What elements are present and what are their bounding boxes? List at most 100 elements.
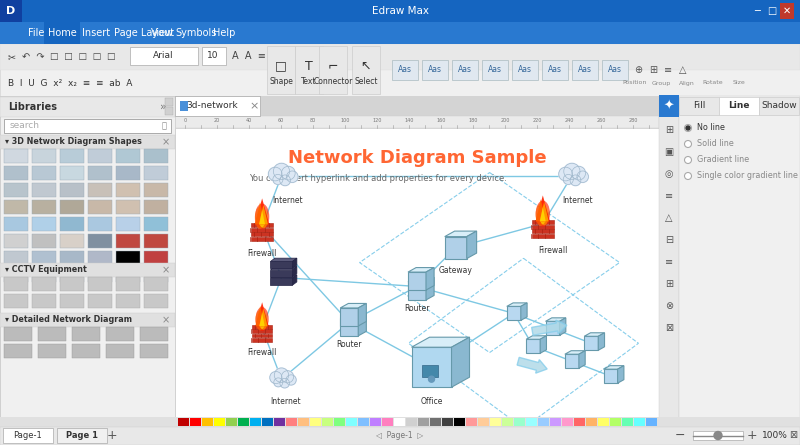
- Bar: [532, 234, 554, 238]
- Bar: [4, 119, 171, 133]
- Text: Aas: Aas: [398, 65, 412, 74]
- Circle shape: [280, 378, 290, 388]
- Bar: [38, 344, 66, 358]
- Bar: [57, 428, 107, 443]
- Polygon shape: [598, 333, 605, 350]
- Text: »: »: [160, 102, 166, 112]
- Bar: [32, 277, 56, 291]
- Text: Internet: Internet: [272, 196, 302, 205]
- Bar: [659, 96, 679, 427]
- Bar: [32, 166, 56, 180]
- Bar: [512, 60, 538, 80]
- Text: ⊠: ⊠: [665, 323, 673, 333]
- Bar: [252, 334, 272, 337]
- Text: □  □  □  □  □: □ □ □ □ □: [50, 53, 115, 61]
- Bar: [4, 200, 28, 214]
- Polygon shape: [358, 303, 366, 326]
- Bar: [32, 234, 56, 248]
- Polygon shape: [293, 258, 297, 268]
- Bar: [175, 116, 659, 128]
- Bar: [0, 263, 175, 277]
- Polygon shape: [340, 318, 358, 336]
- Text: □: □: [767, 6, 777, 16]
- Polygon shape: [293, 275, 297, 285]
- Circle shape: [286, 375, 296, 385]
- FancyArrow shape: [532, 320, 567, 335]
- Text: Edraw Max: Edraw Max: [371, 6, 429, 16]
- Bar: [178, 131, 662, 430]
- Bar: [130, 47, 198, 65]
- Bar: [88, 149, 112, 163]
- Bar: [270, 278, 293, 285]
- Text: ⊠: ⊠: [789, 430, 797, 441]
- Text: Position: Position: [623, 81, 647, 85]
- Bar: [251, 228, 273, 232]
- Text: Router: Router: [337, 340, 362, 349]
- Text: Libraries: Libraries: [8, 102, 57, 112]
- Text: Size: Size: [733, 81, 746, 85]
- Bar: [532, 220, 554, 224]
- Bar: [572, 60, 598, 80]
- Circle shape: [685, 125, 691, 132]
- Text: ▣: ▣: [664, 147, 674, 157]
- Text: Fill: Fill: [693, 101, 705, 110]
- Bar: [4, 277, 28, 291]
- Circle shape: [274, 368, 289, 382]
- Bar: [140, 327, 168, 341]
- Bar: [178, 418, 189, 426]
- Polygon shape: [546, 318, 566, 321]
- Bar: [116, 268, 140, 282]
- Text: Help: Help: [213, 28, 235, 38]
- Bar: [659, 95, 679, 117]
- Bar: [602, 60, 628, 80]
- Bar: [32, 149, 56, 163]
- Bar: [60, 217, 84, 231]
- Bar: [310, 418, 321, 426]
- Circle shape: [572, 166, 586, 180]
- Bar: [452, 60, 478, 80]
- Text: Gateway: Gateway: [438, 266, 473, 275]
- Bar: [679, 96, 800, 427]
- Bar: [346, 418, 357, 426]
- Bar: [0, 44, 800, 96]
- Text: △: △: [679, 65, 686, 75]
- Text: Internet: Internet: [562, 196, 593, 205]
- Text: Aas: Aas: [428, 65, 442, 74]
- Text: ×: ×: [250, 101, 258, 111]
- Bar: [88, 268, 112, 282]
- Bar: [352, 46, 380, 94]
- Polygon shape: [535, 199, 546, 222]
- Bar: [38, 327, 66, 341]
- Bar: [430, 418, 441, 426]
- Polygon shape: [255, 198, 270, 224]
- Bar: [72, 344, 100, 358]
- Bar: [0, 417, 800, 427]
- Polygon shape: [408, 267, 434, 272]
- Polygon shape: [559, 318, 566, 336]
- Polygon shape: [255, 202, 266, 224]
- Bar: [202, 47, 226, 65]
- Bar: [60, 149, 84, 163]
- Ellipse shape: [255, 310, 265, 330]
- Bar: [0, 22, 800, 44]
- Bar: [4, 251, 28, 265]
- Text: ×: ×: [162, 315, 170, 325]
- Bar: [116, 166, 140, 180]
- Bar: [4, 183, 28, 197]
- Text: ⊞: ⊞: [665, 279, 673, 289]
- Text: Aas: Aas: [518, 65, 532, 74]
- Bar: [466, 418, 477, 426]
- Text: search: search: [10, 121, 40, 130]
- Text: 3d-network: 3d-network: [186, 101, 238, 110]
- Polygon shape: [618, 366, 624, 383]
- Bar: [202, 418, 213, 426]
- Bar: [165, 98, 173, 106]
- Bar: [144, 294, 168, 308]
- Text: Aas: Aas: [578, 65, 592, 74]
- Text: Line: Line: [728, 101, 750, 110]
- Bar: [406, 418, 417, 426]
- Ellipse shape: [539, 206, 549, 225]
- Bar: [765, 3, 779, 19]
- Polygon shape: [340, 313, 366, 318]
- Text: Home: Home: [48, 28, 76, 38]
